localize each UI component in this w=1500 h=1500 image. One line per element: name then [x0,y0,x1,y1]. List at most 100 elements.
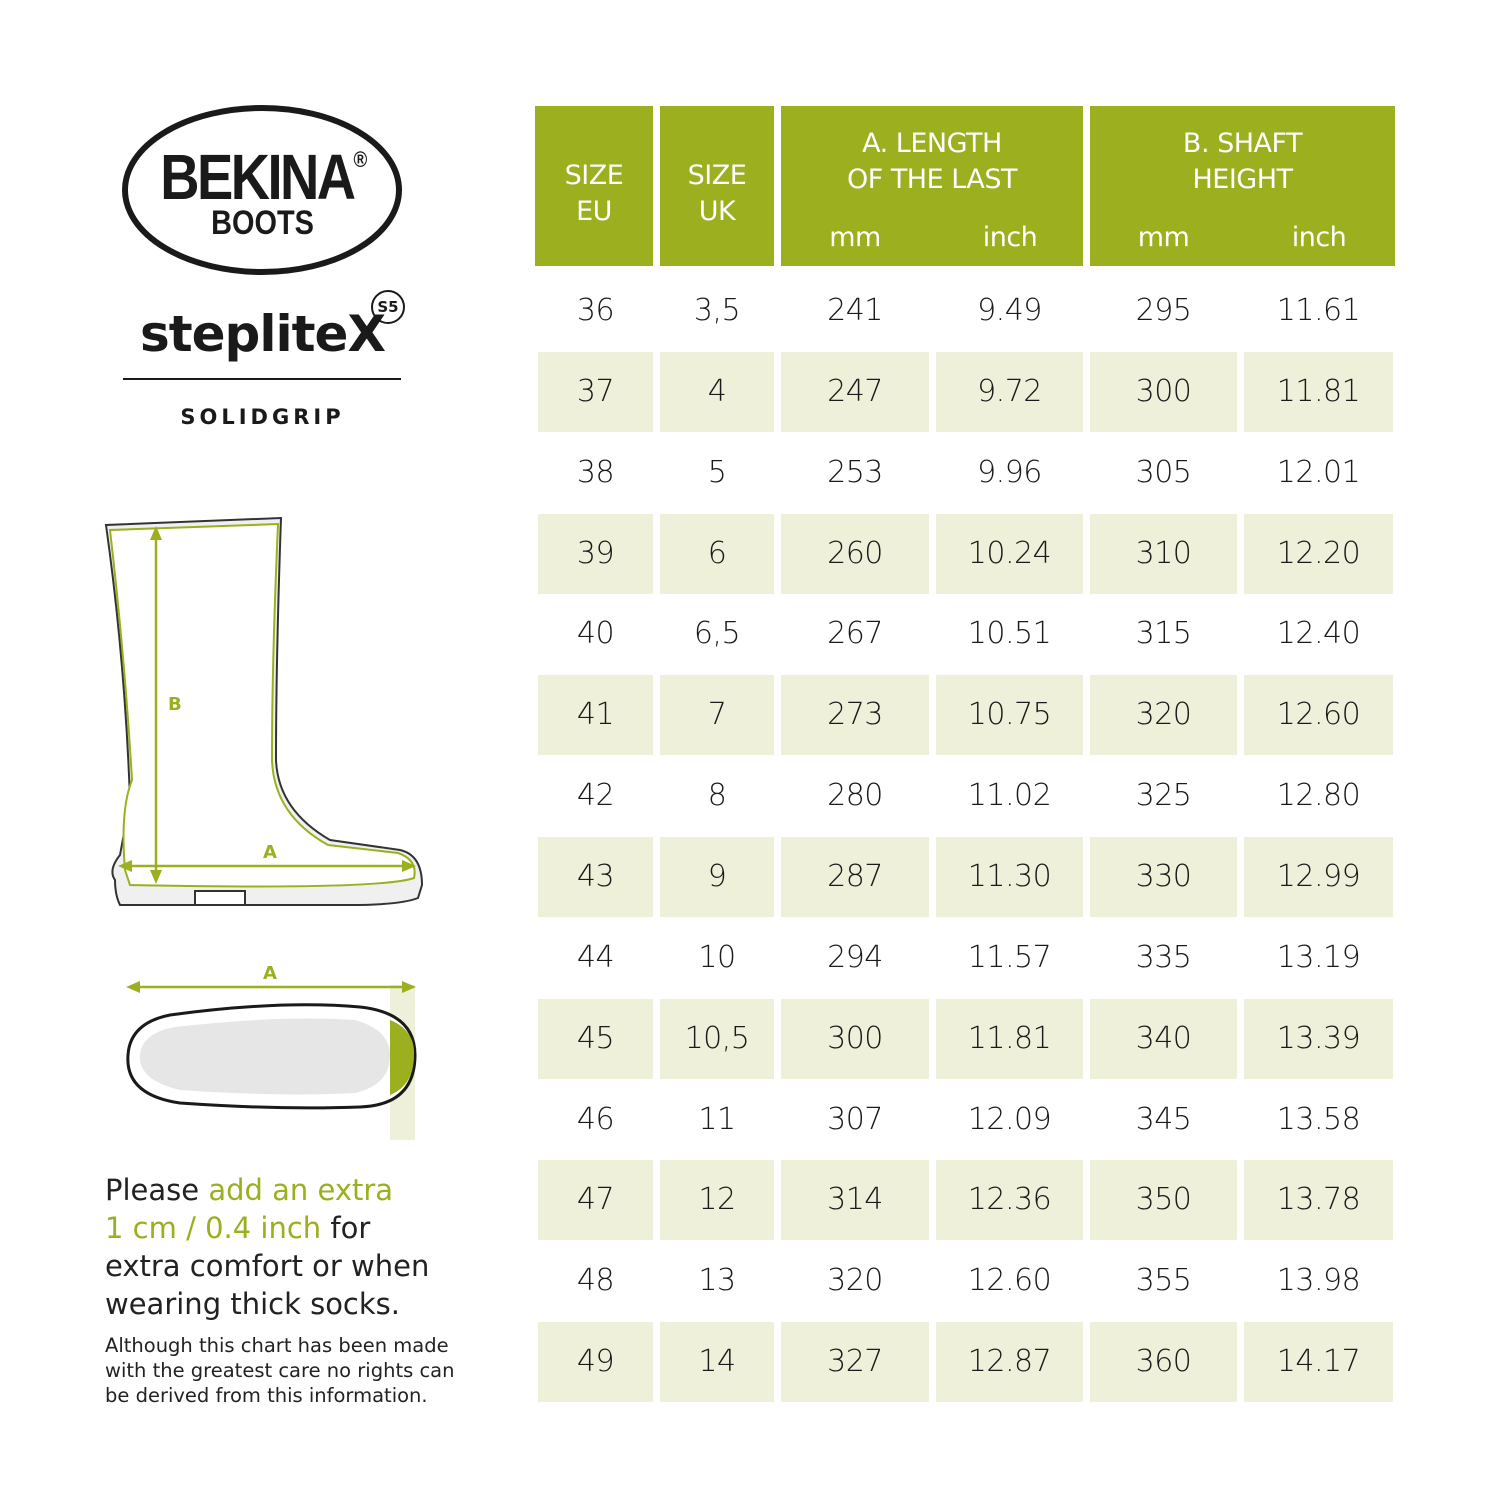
cell-length-mm: 247 [781,351,929,432]
cell-length-inch: 12.09 [967,1101,1052,1137]
cell-shaft-mm: 300 [1090,351,1237,432]
cell-size-eu: 40 [576,616,615,652]
cell-size-uk: 10 [698,939,736,975]
product-name: stepliteX [139,305,386,363]
cell-shaft-mm: 355 [1135,1263,1192,1299]
cell-length-mm: 320 [827,1263,883,1299]
cell-length-mm: 253 [827,454,883,490]
cell-length-inch: 11.81 [936,998,1083,1079]
cell-length-mm: 280 [827,778,883,814]
header-shaft: B. SHAFT HEIGHT mm inch [1090,106,1395,266]
cell-length-inch: 11.30 [936,836,1083,917]
cell-shaft-mm: 295 [1135,293,1192,328]
cell-size-uk: 3,5 [693,293,741,328]
cell-size-eu: 49 [538,1322,653,1403]
cell-size-uk: 9 [660,836,774,917]
cell-shaft-mm: 305 [1135,454,1192,490]
cell-length-inch: 9.72 [936,351,1083,432]
rating-badge: S5 [371,290,405,324]
cell-shaft-inch: 12.01 [1276,454,1361,490]
label-b: B [168,694,182,715]
cell-size-eu: 45 [538,998,653,1079]
cell-shaft-inch: 14.17 [1244,1322,1393,1403]
cell-shaft-inch: 13.78 [1244,1160,1393,1241]
cell-size-uk: 10,5 [660,998,774,1079]
divider [123,378,401,380]
cell-length-mm: 300 [781,998,929,1079]
cell-size-eu: 43 [538,836,653,917]
cell-size-uk: 5 [707,454,727,490]
logo-brand: BEKINA® [160,141,367,213]
cell-length-mm: 294 [827,939,883,975]
cell-shaft-mm: 315 [1135,616,1192,652]
header-length: A. LENGTH OF THE LAST mm inch [781,106,1083,266]
cell-size-uk: 4 [660,351,774,432]
cell-shaft-mm: 320 [1090,675,1237,756]
cell-shaft-inch: 13.58 [1276,1101,1361,1137]
disclaimer: Although this chart has been made with t… [105,1334,455,1407]
cell-shaft-inch: 12.40 [1276,616,1361,652]
cell-size-uk: 12 [660,1160,774,1241]
cell-size-uk: 8 [707,778,727,814]
label-a: A [263,842,277,863]
cell-size-eu: 36 [576,293,615,328]
cell-shaft-inch: 13.98 [1276,1263,1361,1299]
cell-length-inch: 10.51 [967,616,1052,652]
cell-shaft-inch: 12.60 [1244,675,1393,756]
cell-shaft-inch: 13.19 [1276,939,1361,975]
logo-sub: BOOTS [211,204,314,242]
header-size-eu: SIZE EU [535,106,653,266]
cell-length-mm: 267 [827,616,883,652]
cell-length-mm: 307 [827,1101,883,1137]
size-note: Please add an extra 1 cm / 0.4 inch for … [105,1173,430,1321]
cell-length-inch: 11.57 [967,939,1052,975]
cell-shaft-inch: 11.61 [1276,293,1361,328]
cell-length-mm: 260 [781,513,929,594]
cell-size-eu: 39 [538,513,653,594]
cell-size-uk: 14 [660,1322,774,1403]
cell-length-inch: 12.60 [967,1263,1052,1299]
cell-size-eu: 41 [538,675,653,756]
cell-size-uk: 11 [698,1101,736,1137]
cell-shaft-mm: 360 [1090,1322,1237,1403]
cell-shaft-inch: 12.80 [1276,778,1361,814]
cell-length-mm: 327 [781,1322,929,1403]
product-line: SOLIDGRIP [180,405,345,429]
cell-shaft-mm: 325 [1135,778,1192,814]
cell-length-inch: 9.49 [977,293,1042,328]
cell-shaft-mm: 345 [1135,1101,1192,1137]
cell-length-mm: 273 [781,675,929,756]
cell-shaft-inch: 11.81 [1244,351,1393,432]
cell-length-inch: 11.02 [967,778,1052,814]
cell-size-eu: 46 [576,1101,615,1137]
cell-size-uk: 7 [660,675,774,756]
cell-shaft-inch: 12.99 [1244,836,1393,917]
cell-length-inch: 12.36 [936,1160,1083,1241]
cell-size-uk: 6,5 [693,616,741,652]
bekina-logo [122,105,402,275]
cell-length-inch: 9.96 [977,454,1042,490]
cell-size-eu: 48 [576,1263,615,1299]
cell-length-inch: 10.75 [936,675,1083,756]
cell-size-uk: 13 [698,1263,736,1299]
cell-shaft-mm: 335 [1135,939,1192,975]
cell-shaft-mm: 310 [1090,513,1237,594]
cell-length-mm: 287 [781,836,929,917]
cell-size-uk: 6 [660,513,774,594]
cell-length-mm: 314 [781,1160,929,1241]
cell-length-mm: 241 [827,293,883,328]
cell-size-eu: 47 [538,1160,653,1241]
cell-shaft-mm: 340 [1090,998,1237,1079]
boot-side-diagram: B A [104,516,424,906]
cell-size-eu: 42 [576,778,615,814]
cell-length-inch: 10.24 [936,513,1083,594]
cell-size-eu: 44 [576,939,615,975]
cell-shaft-inch: 13.39 [1244,998,1393,1079]
cell-shaft-mm: 350 [1090,1160,1237,1241]
label-a: A [263,963,277,984]
insole-diagram: A [126,963,417,1140]
cell-shaft-mm: 330 [1090,836,1237,917]
cell-size-eu: 37 [538,351,653,432]
header-size-uk: SIZE UK [660,106,774,266]
